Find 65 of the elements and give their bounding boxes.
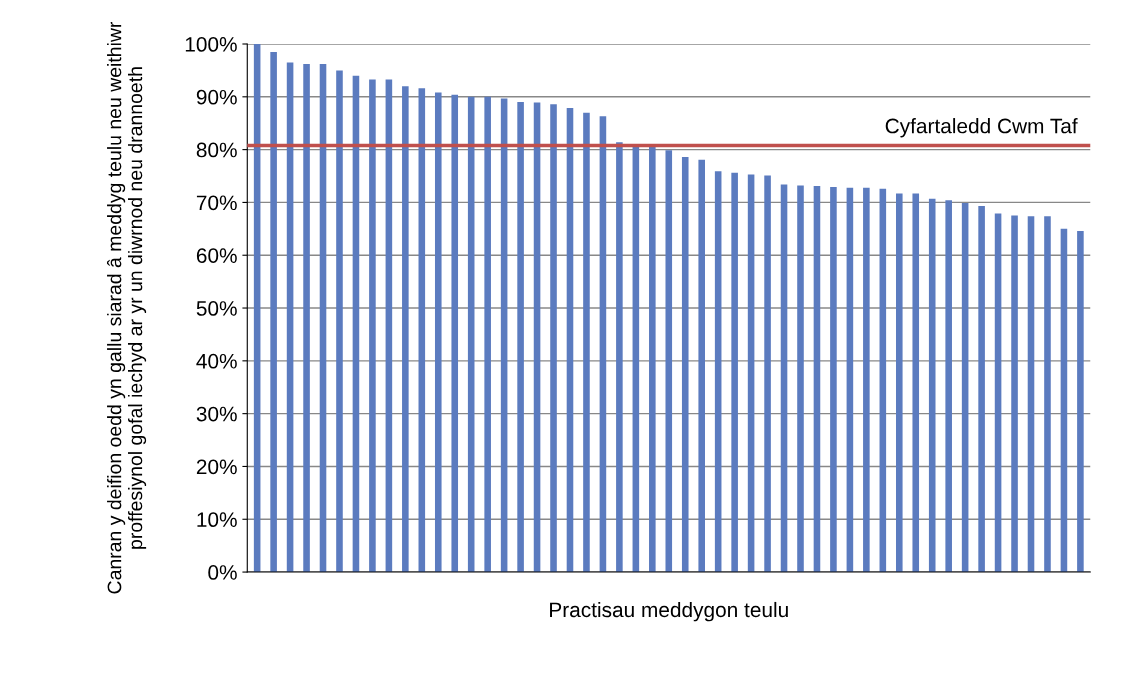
bar [879, 188, 887, 573]
y-axis-title: Canran y deifion oedd yn gallu siarad â meddyg teulu neu weithiwr proffesiynol gofal iechyd ar yr un diwrnod neu drannoeth [106, 21, 147, 594]
y-tick-label: 40% [196, 353, 237, 369]
bar [895, 193, 903, 573]
bar [484, 96, 491, 573]
bar [961, 202, 969, 573]
y-tick-label: 70% [196, 195, 237, 211]
bar [731, 172, 738, 573]
bar [1027, 216, 1035, 573]
bar [352, 75, 360, 573]
bar [978, 206, 985, 573]
bar [369, 79, 376, 573]
bar [1060, 228, 1068, 573]
bar [451, 94, 459, 573]
y-tick-label: 20% [196, 459, 237, 475]
bar [434, 92, 442, 573]
bar [863, 187, 870, 573]
y-tick-label: 80% [196, 142, 237, 158]
x-axis-title: Practisau meddygon teulu [550, 601, 788, 622]
bar [616, 142, 623, 573]
bar [649, 146, 656, 573]
bar [550, 104, 557, 573]
y-tick-label: 0% [208, 565, 237, 580]
bar [797, 185, 804, 573]
bar [517, 102, 524, 573]
bar [714, 171, 722, 573]
y-tick-label: 10% [197, 512, 237, 528]
bar [764, 175, 771, 573]
bar [945, 200, 952, 573]
bar [780, 184, 788, 573]
bar [385, 79, 393, 573]
bar [336, 70, 343, 573]
bar [846, 187, 854, 573]
bar [583, 112, 590, 573]
bar [566, 107, 574, 573]
bar [813, 186, 821, 573]
y-tick-label: 60% [196, 248, 237, 263]
bar [681, 157, 689, 573]
bar [319, 64, 327, 573]
bar [303, 64, 310, 573]
bar [830, 187, 837, 573]
bar [912, 193, 920, 573]
bar [747, 174, 755, 573]
bar [994, 213, 1002, 573]
y-tick-label: 50% [196, 301, 237, 316]
ref-line-label: Cyfartaledd Cwm Taf [885, 118, 1078, 138]
bar [467, 96, 475, 573]
bar [253, 44, 261, 573]
y-tick-label: 30% [196, 406, 237, 422]
bar [599, 116, 607, 573]
bar [533, 102, 541, 573]
bar [1077, 230, 1084, 573]
y-tick-label: 100% [185, 37, 237, 52]
bar [1011, 215, 1018, 573]
bar [698, 159, 705, 573]
y-tick-label: 90% [196, 89, 237, 105]
bar [632, 144, 640, 573]
bar [665, 150, 673, 573]
bar [402, 86, 409, 573]
bar [270, 51, 277, 573]
bar [928, 198, 936, 573]
bar [286, 62, 294, 573]
bar [500, 98, 508, 573]
bar [1044, 216, 1051, 573]
bar [418, 88, 426, 573]
